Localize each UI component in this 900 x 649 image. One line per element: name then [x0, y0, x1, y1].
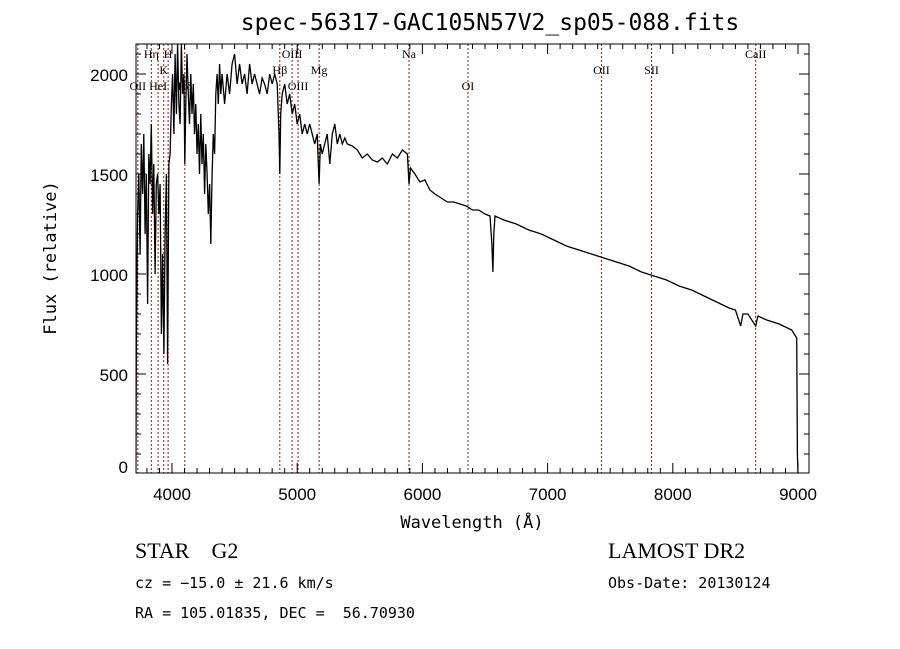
y-tick-label: 2000 [90, 66, 128, 85]
y-axis-label: Flux (relative) [41, 181, 61, 335]
line-marker-label: H [164, 47, 173, 61]
line-marker-label: SII [644, 63, 659, 77]
line-marker-label: OII [593, 63, 610, 77]
x-tick-label: 4000 [153, 485, 191, 504]
y-tick-label: 0 [119, 458, 128, 477]
line-marker-label: Na [402, 47, 417, 61]
y-tick-label: 500 [100, 366, 128, 385]
line-marker-label: Hβ [272, 63, 287, 77]
obs-date: Obs-Date: 20130124 [608, 574, 771, 592]
x-tick-label: 8000 [654, 485, 692, 504]
survey-label: LAMOST DR2 [608, 538, 746, 563]
object-class: STAR G2 [135, 538, 239, 563]
line-marker-label: HeI [149, 79, 167, 93]
coordinates: RA = 105.01835, DEC = 56.70930 [135, 604, 415, 622]
y-tick-label: 1000 [90, 266, 128, 285]
x-tick-label: 6000 [403, 485, 441, 504]
plot-frame [135, 43, 810, 474]
x-tick-label: 5000 [278, 485, 316, 504]
line-marker-label: OI [462, 79, 475, 93]
line-marker-label: CaII [745, 47, 766, 61]
x-tick-label: 9000 [779, 485, 817, 504]
chart-title: spec-56317-GAC105N57V2_sp05-088.fits [240, 10, 740, 36]
line-marker-label: Hη [144, 47, 159, 61]
line-marker-label: OII [129, 79, 146, 93]
spectrum-line [136, 44, 799, 473]
line-marker-label: K [159, 63, 168, 77]
x-tick-label: 7000 [529, 485, 567, 504]
line-marker-label: Mg [311, 63, 328, 77]
redshift-text: cz = −15.0 ± 21.6 km/s [135, 574, 334, 592]
x-axis-label: Wavelength (Å) [400, 511, 543, 533]
y-tick-label: 1500 [90, 166, 128, 185]
line-marker-label: OIII [282, 47, 303, 61]
line-marker-label: OIII [288, 79, 309, 93]
